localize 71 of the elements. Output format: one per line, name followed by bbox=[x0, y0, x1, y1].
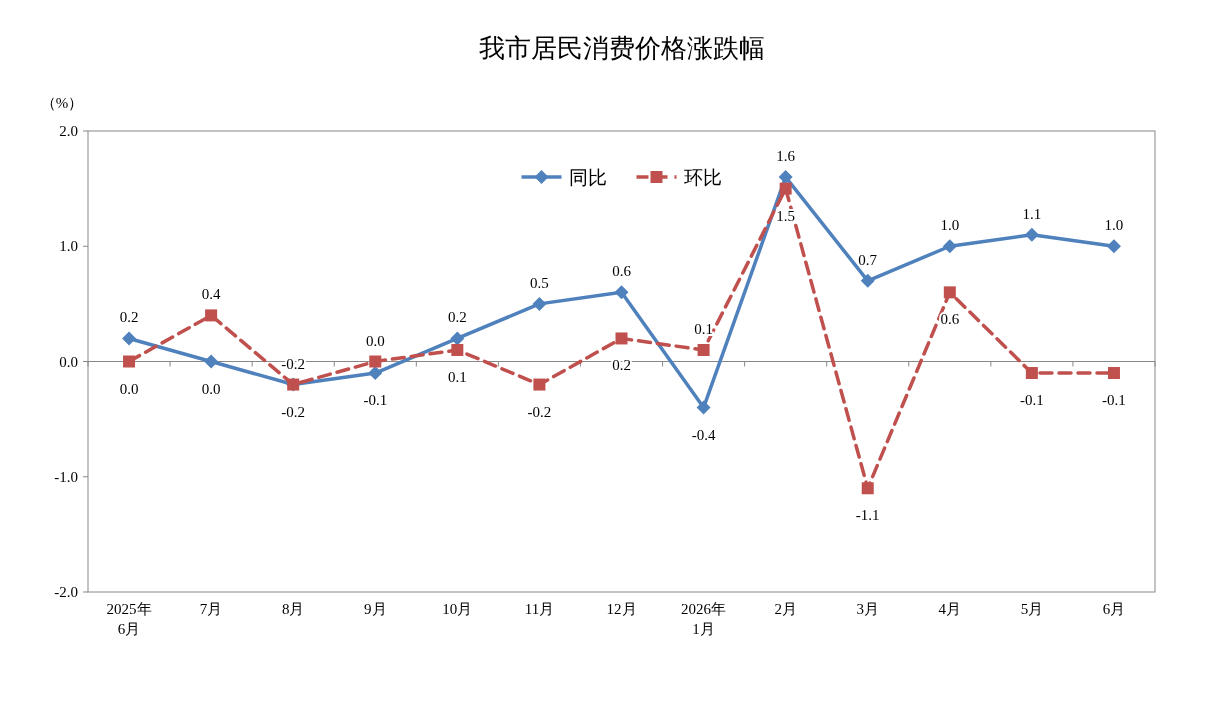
x-tick-label: 2月 bbox=[774, 601, 797, 617]
x-tick-label: 2026年 1月 bbox=[681, 601, 727, 637]
data-label: -0.1 bbox=[1102, 392, 1126, 409]
point bbox=[1107, 367, 1120, 380]
x-tick-label: 10月 bbox=[442, 601, 473, 617]
point bbox=[779, 182, 792, 195]
data-label: 0.6 bbox=[612, 263, 632, 280]
data-label: -0.2 bbox=[281, 403, 306, 420]
data-label: 1.1 bbox=[1022, 205, 1042, 222]
x-tick-label: 2025年 6月 bbox=[106, 601, 152, 637]
y-tick-label: -2.0 bbox=[54, 584, 78, 600]
x-tick-label: 4月 bbox=[938, 601, 962, 617]
data-label: 0.6 bbox=[940, 311, 960, 328]
point bbox=[860, 273, 875, 288]
legend-label: 同比 bbox=[568, 167, 607, 188]
data-label: 0.2 bbox=[119, 309, 139, 326]
y-tick-label: 1.0 bbox=[59, 238, 78, 255]
point bbox=[696, 400, 711, 415]
data-label: 0.5 bbox=[530, 274, 549, 291]
point bbox=[205, 309, 218, 322]
data-label: 1.6 bbox=[776, 148, 796, 165]
point bbox=[1106, 239, 1121, 254]
y-tick-label: 2.0 bbox=[59, 123, 78, 139]
point bbox=[204, 354, 219, 369]
data-label: 0.0 bbox=[119, 380, 139, 397]
data-label: 0.0 bbox=[201, 380, 221, 397]
y-tick-label: -1.0 bbox=[54, 468, 78, 485]
point bbox=[122, 331, 137, 346]
data-label: 1.0 bbox=[940, 217, 960, 234]
x-tick-label: 9月 bbox=[364, 601, 387, 617]
x-tick-label: 6月 bbox=[1102, 601, 1126, 617]
x-tick-label: 7月 bbox=[199, 601, 223, 617]
data-label: -0.4 bbox=[691, 426, 716, 443]
data-label: 0.1 bbox=[694, 320, 713, 337]
data-label: 0.0 bbox=[365, 332, 385, 349]
point bbox=[532, 296, 547, 311]
data-label: -0.1 bbox=[1020, 392, 1044, 409]
point bbox=[450, 331, 465, 346]
point bbox=[451, 343, 464, 356]
point bbox=[533, 378, 546, 391]
point bbox=[615, 332, 628, 345]
point bbox=[614, 285, 629, 300]
data-label: 1.0 bbox=[1104, 217, 1124, 234]
point bbox=[369, 355, 382, 368]
y-axis-title: （%） bbox=[40, 95, 84, 111]
point bbox=[943, 286, 956, 299]
data-label: -1.1 bbox=[855, 507, 880, 524]
data-label: -0.1 bbox=[363, 392, 388, 409]
x-tick-label: 11月 bbox=[524, 601, 555, 617]
data-label: -0.2 bbox=[527, 403, 552, 420]
data-label: 0.2 bbox=[612, 357, 631, 374]
data-label: 0.1 bbox=[447, 368, 467, 385]
point bbox=[942, 239, 957, 254]
data-label: 0.7 bbox=[858, 251, 878, 268]
y-tick-label: 0.0 bbox=[59, 353, 78, 370]
data-label: -0.2 bbox=[281, 355, 306, 372]
x-tick-label: 3月 bbox=[856, 601, 879, 617]
x-tick-label: 12月 bbox=[606, 601, 637, 617]
point bbox=[1025, 367, 1038, 380]
data-label: 0.2 bbox=[447, 309, 467, 326]
x-tick-label: 8月 bbox=[281, 601, 305, 617]
point bbox=[778, 170, 793, 185]
legend-label: 环比 bbox=[683, 167, 722, 188]
data-label: 0.4 bbox=[201, 286, 221, 303]
chart-title: 我市居民消费价格涨跌幅 bbox=[478, 34, 765, 63]
point bbox=[861, 482, 874, 495]
x-tick-label: 5月 bbox=[1020, 601, 1044, 617]
point bbox=[697, 343, 710, 356]
point bbox=[123, 355, 136, 368]
point bbox=[1024, 227, 1039, 242]
point bbox=[368, 366, 383, 381]
